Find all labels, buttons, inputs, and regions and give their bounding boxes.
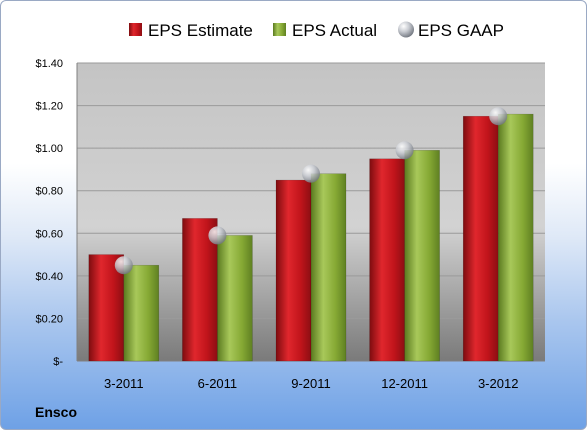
legend-swatch — [398, 21, 414, 38]
marker-eps-gaap — [302, 164, 320, 183]
legend: EPS Estimate EPS Actual EPS GAAP — [129, 21, 504, 40]
legend-swatch — [273, 23, 286, 36]
bar-eps-estimate — [275, 179, 312, 362]
bar-eps-estimate — [369, 158, 405, 362]
y-tick-label: $1.20 — [35, 101, 63, 113]
bar-eps-estimate — [462, 115, 499, 362]
marker-eps-gaap — [395, 141, 414, 160]
bar-eps-actual — [404, 150, 440, 362]
company-name: Ensco — [35, 404, 77, 420]
bar-eps-estimate — [88, 254, 125, 362]
y-tick-label: $0.20 — [35, 313, 63, 325]
legend-label: EPS Actual — [292, 21, 377, 40]
y-tick-label: $- — [53, 356, 63, 368]
x-tick-label: 12-2011 — [381, 376, 428, 391]
bar-eps-actual — [497, 113, 534, 362]
bar-eps-actual — [123, 264, 160, 362]
gaap-markers — [114, 107, 508, 275]
y-tick-label: $1.40 — [35, 58, 63, 70]
marker-eps-gaap — [114, 256, 133, 275]
marker-eps-gaap — [208, 226, 227, 245]
y-tick-label: $0.40 — [35, 271, 63, 283]
bar-eps-actual — [217, 235, 253, 362]
legend-label: EPS GAAP — [418, 21, 504, 40]
bar-eps-actual — [310, 173, 347, 362]
y-tick-label: $1.00 — [35, 143, 63, 155]
x-tick-label: 9-2011 — [291, 376, 331, 391]
y-tick-label: $0.80 — [35, 186, 63, 198]
x-tick-label: 3-2012 — [478, 376, 518, 391]
legend-label: EPS Estimate — [148, 21, 253, 40]
x-axis: 3-2011 6-2011 9-2011 12-2011 3-2012 — [104, 376, 518, 391]
x-tick-label: 6-2011 — [198, 376, 238, 391]
legend-swatch — [129, 23, 142, 36]
bars — [88, 113, 534, 362]
y-tick-label: $0.60 — [35, 228, 63, 240]
x-tick-label: 3-2011 — [104, 376, 144, 391]
marker-eps-gaap — [489, 107, 508, 126]
